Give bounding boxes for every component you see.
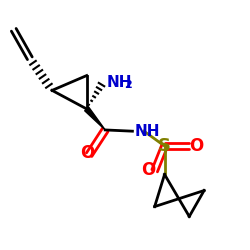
Text: O: O xyxy=(80,144,94,162)
Text: O: O xyxy=(141,161,156,179)
Text: 2: 2 xyxy=(124,80,132,90)
Text: S: S xyxy=(158,137,171,155)
Text: NH: NH xyxy=(134,124,160,139)
Polygon shape xyxy=(85,107,105,130)
Text: NH: NH xyxy=(106,76,132,90)
Text: O: O xyxy=(189,137,203,155)
